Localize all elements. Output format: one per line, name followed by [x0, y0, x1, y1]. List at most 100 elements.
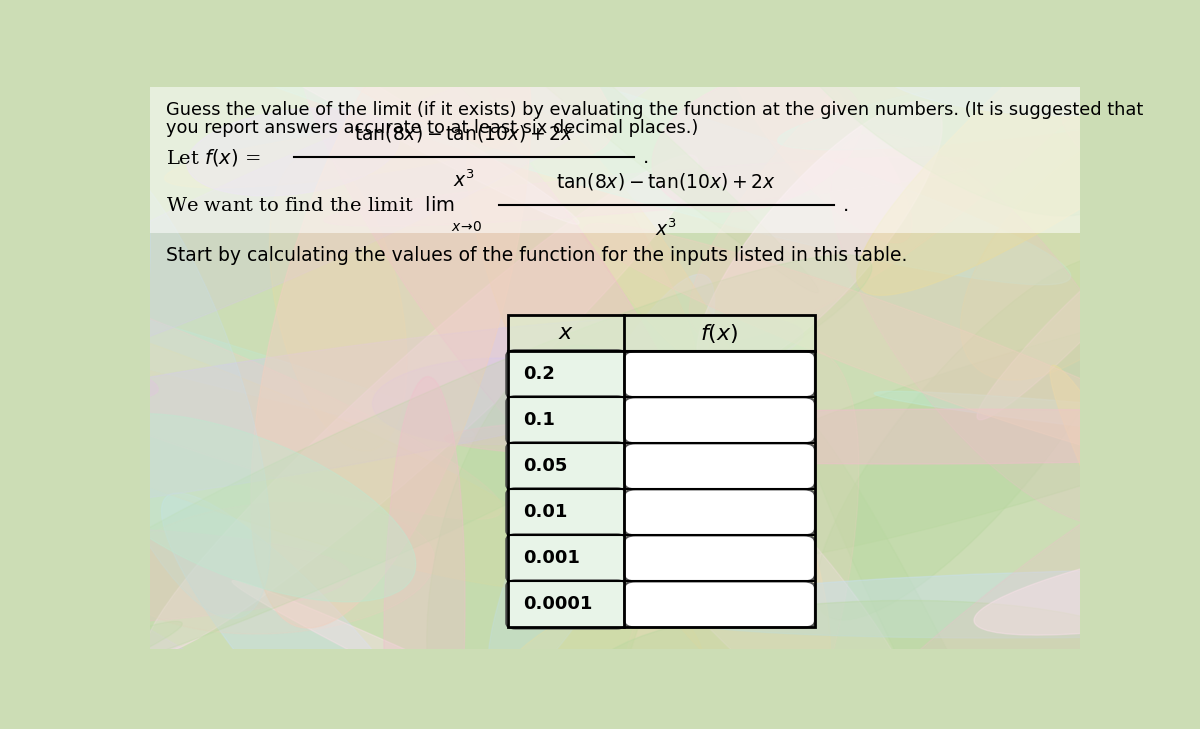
Ellipse shape — [0, 311, 410, 729]
Ellipse shape — [0, 609, 32, 729]
Text: $x^3$: $x^3$ — [454, 170, 475, 192]
Ellipse shape — [305, 0, 557, 20]
FancyBboxPatch shape — [624, 443, 815, 489]
Ellipse shape — [803, 419, 1074, 729]
Ellipse shape — [0, 175, 502, 519]
Ellipse shape — [1050, 365, 1200, 729]
FancyBboxPatch shape — [508, 315, 815, 351]
Ellipse shape — [1082, 447, 1200, 729]
Ellipse shape — [44, 140, 270, 619]
Ellipse shape — [689, 0, 1200, 341]
Ellipse shape — [30, 143, 150, 523]
Ellipse shape — [830, 133, 1156, 526]
FancyBboxPatch shape — [624, 535, 815, 582]
Text: .: . — [643, 147, 649, 167]
Ellipse shape — [425, 0, 695, 356]
Ellipse shape — [594, 349, 859, 729]
Ellipse shape — [725, 25, 912, 243]
Ellipse shape — [178, 0, 818, 293]
Ellipse shape — [697, 101, 942, 375]
Ellipse shape — [455, 602, 706, 729]
Text: $x$: $x$ — [558, 322, 574, 344]
FancyBboxPatch shape — [150, 87, 1080, 233]
Ellipse shape — [116, 502, 434, 634]
Ellipse shape — [584, 224, 1200, 477]
Text: $x^3$: $x^3$ — [655, 218, 677, 240]
Text: Start by calculating the values of the function for the inputs listed in this ta: Start by calculating the values of the f… — [166, 246, 907, 265]
FancyBboxPatch shape — [506, 350, 626, 399]
Ellipse shape — [427, 345, 658, 729]
Ellipse shape — [467, 98, 830, 709]
Ellipse shape — [875, 391, 1200, 480]
Text: Guess the value of the limit (if it exists) by evaluating the function at the gi: Guess the value of the limit (if it exis… — [166, 101, 1144, 119]
Ellipse shape — [0, 525, 350, 628]
Ellipse shape — [1145, 582, 1200, 729]
Ellipse shape — [876, 32, 1200, 116]
Ellipse shape — [0, 260, 265, 729]
Ellipse shape — [0, 0, 299, 137]
FancyBboxPatch shape — [624, 397, 815, 443]
Ellipse shape — [384, 377, 466, 729]
Ellipse shape — [162, 493, 474, 729]
Ellipse shape — [251, 0, 530, 628]
FancyBboxPatch shape — [624, 582, 815, 628]
Text: 0.0001: 0.0001 — [523, 596, 593, 614]
Ellipse shape — [588, 272, 1200, 574]
FancyBboxPatch shape — [506, 580, 626, 628]
Ellipse shape — [0, 252, 584, 590]
Ellipse shape — [778, 6, 1200, 150]
Ellipse shape — [204, 0, 613, 158]
Ellipse shape — [76, 413, 415, 602]
Ellipse shape — [232, 580, 1070, 729]
Text: you report answers accurate to at least six decimal places.): you report answers accurate to at least … — [166, 120, 698, 138]
Ellipse shape — [0, 580, 295, 729]
Ellipse shape — [187, 108, 398, 196]
Text: 0.2: 0.2 — [523, 365, 554, 383]
Ellipse shape — [977, 227, 1169, 420]
Ellipse shape — [488, 274, 714, 691]
FancyBboxPatch shape — [506, 534, 626, 582]
Ellipse shape — [647, 569, 1200, 638]
Text: $x\!\to\!0$: $x\!\to\!0$ — [451, 219, 482, 234]
Text: We want to find the limit  $\lim$: We want to find the limit $\lim$ — [166, 196, 455, 215]
Ellipse shape — [0, 316, 803, 534]
Ellipse shape — [0, 255, 872, 708]
FancyBboxPatch shape — [624, 489, 815, 535]
Text: 0.001: 0.001 — [523, 550, 580, 567]
Ellipse shape — [929, 0, 1200, 131]
Text: $f(x)$: $f(x)$ — [701, 321, 739, 345]
Text: $\tan(8x) - \tan(10x) + 2x$: $\tan(8x) - \tan(10x) + 2x$ — [354, 123, 574, 144]
Text: 0.01: 0.01 — [523, 504, 568, 521]
Ellipse shape — [372, 358, 620, 445]
Ellipse shape — [0, 30, 692, 397]
Ellipse shape — [0, 119, 474, 437]
Ellipse shape — [0, 0, 223, 44]
Ellipse shape — [324, 157, 979, 226]
Text: 0.05: 0.05 — [523, 457, 568, 475]
Ellipse shape — [0, 0, 131, 205]
FancyBboxPatch shape — [506, 443, 626, 491]
Ellipse shape — [270, 155, 407, 451]
Text: .: . — [842, 196, 850, 215]
Ellipse shape — [857, 0, 1200, 295]
Ellipse shape — [444, 409, 1200, 464]
Ellipse shape — [974, 512, 1200, 635]
Ellipse shape — [941, 669, 1200, 729]
Ellipse shape — [146, 155, 698, 655]
Text: Let $f(x)$ =: Let $f(x)$ = — [166, 147, 260, 168]
Ellipse shape — [816, 256, 1132, 620]
Ellipse shape — [295, 0, 720, 558]
FancyBboxPatch shape — [624, 351, 815, 397]
Ellipse shape — [0, 319, 133, 668]
Ellipse shape — [743, 0, 1120, 216]
Ellipse shape — [652, 433, 1200, 729]
Ellipse shape — [0, 668, 840, 729]
Text: 0.1: 0.1 — [523, 411, 554, 429]
Ellipse shape — [960, 123, 1200, 380]
Ellipse shape — [545, 354, 925, 729]
Text: $\tan(8x) - \tan(10x) + 2x$: $\tan(8x) - \tan(10x) + 2x$ — [556, 171, 776, 192]
Ellipse shape — [590, 601, 1158, 729]
Ellipse shape — [1062, 104, 1200, 241]
Ellipse shape — [263, 663, 655, 729]
Ellipse shape — [0, 621, 182, 729]
